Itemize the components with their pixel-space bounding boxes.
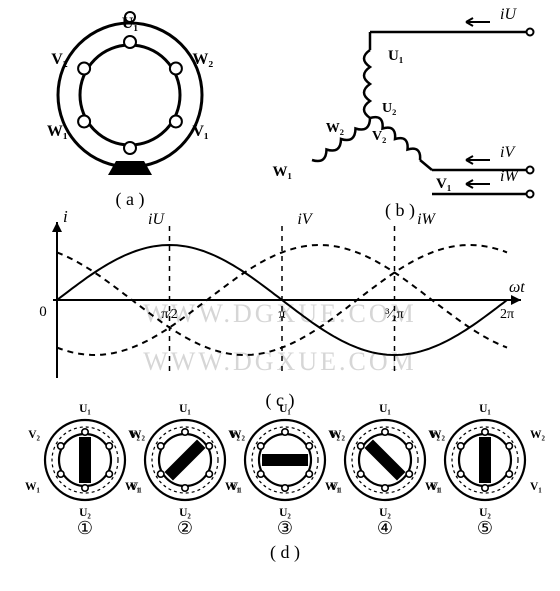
- svg-text:iW: iW: [500, 168, 519, 185]
- svg-text:V₁: V₁: [436, 176, 451, 192]
- svg-text:0: 0: [39, 304, 47, 320]
- svg-text:W₁: W₁: [25, 481, 40, 493]
- svg-text:W₁: W₁: [325, 481, 340, 493]
- snapshot-number: ①: [77, 518, 93, 538]
- svg-text:iV: iV: [500, 144, 516, 161]
- sublabel-d: ( d ): [270, 542, 300, 563]
- terminal-label-W2: W₂: [192, 51, 213, 68]
- svg-text:U₁: U₁: [379, 403, 391, 415]
- svg-text:V₁: V₁: [530, 481, 542, 493]
- svg-text:U₁: U₁: [79, 403, 91, 415]
- svg-text:iU: iU: [148, 211, 165, 228]
- svg-text:U₂: U₂: [382, 101, 396, 116]
- svg-text:U₁: U₁: [479, 403, 491, 415]
- snapshot-number: ④: [377, 518, 393, 538]
- svg-text:iW: iW: [417, 211, 436, 228]
- svg-text:W₁: W₁: [125, 481, 140, 493]
- svg-text:U₁: U₁: [388, 48, 403, 64]
- svg-text:W₂: W₂: [326, 121, 344, 136]
- svg-text:2π: 2π: [500, 307, 514, 322]
- svg-text:WWW.DGXUE.COM: WWW.DGXUE.COM: [143, 347, 416, 376]
- terminal-label-W1: W₁: [47, 123, 68, 140]
- svg-text:iU: iU: [500, 6, 517, 23]
- svg-text:ωt: ωt: [509, 279, 525, 296]
- svg-text:V₂: V₂: [328, 429, 340, 441]
- svg-text:³⁄₂π: ³⁄₂π: [385, 307, 403, 322]
- sublabel-b: ( b ): [385, 200, 415, 221]
- terminal-label-V1: V₁: [192, 123, 209, 140]
- svg-text:W₁: W₁: [225, 481, 240, 493]
- svg-text:U₁: U₁: [279, 403, 291, 415]
- svg-text:π: π: [278, 307, 285, 322]
- svg-text:V₂: V₂: [228, 429, 240, 441]
- svg-text:W₁: W₁: [273, 164, 293, 180]
- svg-text:V₂: V₂: [28, 429, 40, 441]
- svg-text:iV: iV: [297, 211, 313, 228]
- svg-text:W₂: W₂: [530, 429, 546, 441]
- svg-text:V₂: V₂: [428, 429, 440, 441]
- terminal-label-U1: U₁: [122, 15, 139, 32]
- svg-text:W₁: W₁: [425, 481, 440, 493]
- terminal-label-U2: U₂: [122, 159, 139, 176]
- snapshot-number: ⑤: [477, 518, 493, 538]
- svg-text:V₂: V₂: [128, 429, 140, 441]
- svg-text:U₁: U₁: [179, 403, 191, 415]
- snapshot-number: ③: [277, 518, 293, 538]
- svg-text:V₂: V₂: [372, 129, 386, 144]
- snapshot-number: ②: [177, 518, 193, 538]
- svg-text:i: i: [63, 207, 68, 226]
- sublabel-a: ( a ): [116, 189, 145, 210]
- svg-text:π⁄2: π⁄2: [161, 307, 177, 322]
- terminal-label-V2: V₂: [51, 51, 68, 68]
